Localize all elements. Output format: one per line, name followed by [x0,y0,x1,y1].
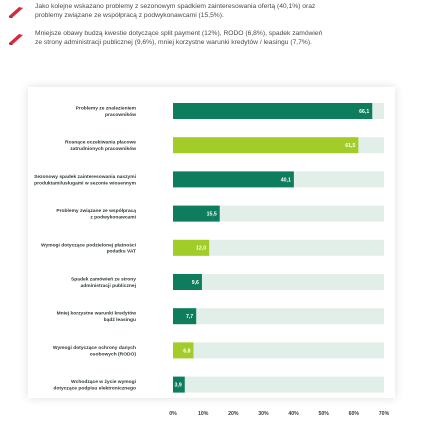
category-label: Mniej korzystne warunki kredytów [57,311,137,317]
bar-value-label: 12,0 [196,246,206,252]
bar-track [173,239,384,256]
bar-value-label: 9,6 [192,280,199,286]
bar-value-label: 7,7 [186,314,193,320]
category-label: dotyczące podpisu elektronicznego [53,386,136,392]
bar-value-label: 15,5 [207,212,217,218]
bar [173,137,359,154]
category-label: bądź leasingu [104,317,136,323]
note-text-1: Jako kolejne wskazano problemy z sezonow… [35,3,316,19]
summary-notes: Jako kolejne wskazano problemy z sezonow… [8,2,422,56]
bar-value-label: 3,9 [175,383,182,389]
red-check-icon [9,34,23,45]
red-check-icon [9,7,23,18]
bar [173,376,185,393]
bar [173,239,210,256]
category-label: zatrudnionych pracowników [70,146,136,152]
bar [173,308,197,325]
bar-value-label: 6,8 [183,348,190,354]
category-label: Problemy ze znalezieniem [76,106,137,112]
bar [173,342,194,359]
bar-track [173,342,384,359]
category-label: Sezonowy spadek zainteresowania naszymi [34,174,137,180]
x-tick-label: 30% [258,411,269,417]
category-label: Problemy związane ze współpracą [56,208,136,214]
category-label: Wymogi dotyczące podzielonej płatności [41,242,137,248]
bar [173,274,202,290]
x-tick-label: 50% [319,411,330,417]
bar-value-label: 66,1 [359,109,369,115]
category-label: podatku VAT [107,249,136,255]
category-label: Spadek zamówień ze strony [71,277,136,283]
bar-track [173,274,384,290]
x-tick-label: 20% [228,411,239,417]
category-label: Rosnące oczekiwania płacowe [65,140,136,146]
bar [173,171,294,188]
bar-track [173,205,384,222]
x-tick-label: 40% [288,411,299,417]
bar [173,205,220,222]
x-tick-label: 10% [198,411,209,417]
note-item: Mniejsze obawy budzą kwestie dotyczące s… [8,29,422,47]
category-label: z podwykonawcami [90,215,136,221]
category-label: Wchodzące w życie wymogi [71,379,137,385]
category-label: osobowych (RODO) [90,351,137,357]
bar [173,103,373,119]
bar-track [173,376,384,393]
bar-value-label: 40,1 [281,177,291,183]
bar-track [173,308,384,325]
note-item: Jako kolejne wskazano problemy z sezonow… [8,2,422,20]
note-text-2: Mniejsze obawy budzą kwestie dotyczące s… [35,30,323,46]
x-tick-label: 60% [349,411,360,417]
category-label: pracowników [105,112,136,118]
category-label: produktami/usługami w sezonie wiosennym [34,180,137,186]
x-tick-label: 0% [169,411,177,417]
category-label: administracji publicznej [81,283,137,289]
bar-value-label: 61,5 [345,143,355,149]
x-tick-label: 70% [379,411,390,417]
category-label: Wymogi dotyczące ochrony danych [53,345,136,351]
